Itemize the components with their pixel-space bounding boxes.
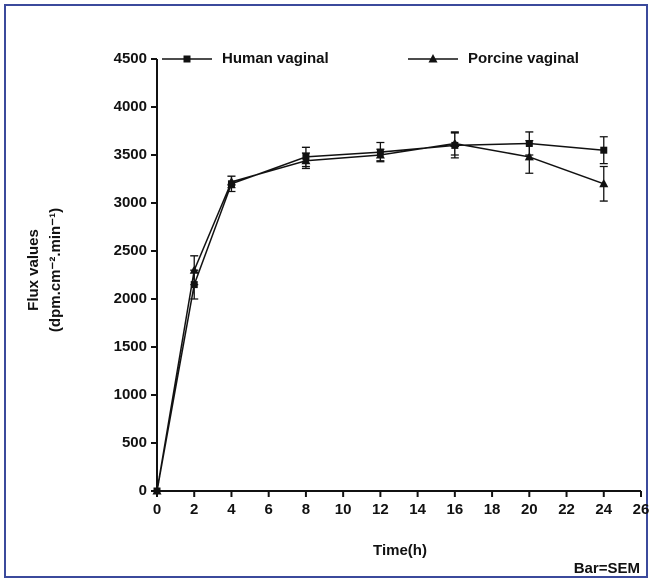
data-line	[156, 142, 605, 492]
x-axis-label: Time(h)	[373, 542, 427, 559]
x-tick-label: 2	[190, 501, 198, 518]
marker	[226, 176, 236, 186]
y-tick-label: 500	[122, 434, 147, 451]
y-tick-label: 3000	[114, 194, 147, 211]
y-tick-label: 4500	[114, 50, 147, 67]
x-tick-label: 26	[633, 501, 650, 518]
y-axis-label: (dpm.cm⁻².min⁻¹)	[47, 208, 64, 332]
data-line	[156, 142, 604, 492]
y-tick-label: 2500	[114, 242, 147, 259]
marker	[599, 178, 609, 188]
annotation: Bar=SEM	[574, 560, 640, 577]
marker	[450, 138, 460, 147]
x-tick-label: 18	[484, 501, 501, 518]
legend-marker	[428, 54, 438, 63]
x-tick-label: 6	[265, 501, 273, 518]
legend-marker	[183, 55, 191, 63]
marker	[600, 146, 608, 154]
legend-label: Porcine vaginal	[468, 50, 579, 67]
x-tick-label: 0	[153, 501, 161, 518]
y-tick-label: 1500	[114, 338, 147, 355]
y-tick-label: 0	[139, 482, 147, 499]
legend-label: Human vaginal	[222, 50, 329, 67]
x-tick-label: 14	[409, 501, 426, 518]
x-tick-label: 22	[558, 501, 575, 518]
x-tick-label: 12	[372, 501, 389, 518]
x-tick-label: 8	[302, 501, 310, 518]
x-tick-label: 4	[227, 501, 236, 518]
frame	[4, 4, 648, 578]
x-tick-label: 10	[335, 501, 352, 518]
marker	[524, 151, 534, 161]
x-tick-label: 24	[595, 501, 612, 518]
y-axis-label: Flux values	[25, 229, 42, 311]
marker	[152, 486, 162, 495]
y-tick-label: 2000	[114, 290, 147, 307]
marker	[301, 155, 311, 165]
x-tick-label: 20	[521, 501, 538, 518]
y-tick-label: 3500	[114, 146, 147, 163]
x-tick-label: 16	[447, 501, 464, 518]
y-tick-label: 4000	[114, 98, 147, 115]
marker	[375, 150, 385, 159]
y-tick-label: 1000	[114, 386, 147, 403]
marker	[189, 265, 199, 274]
